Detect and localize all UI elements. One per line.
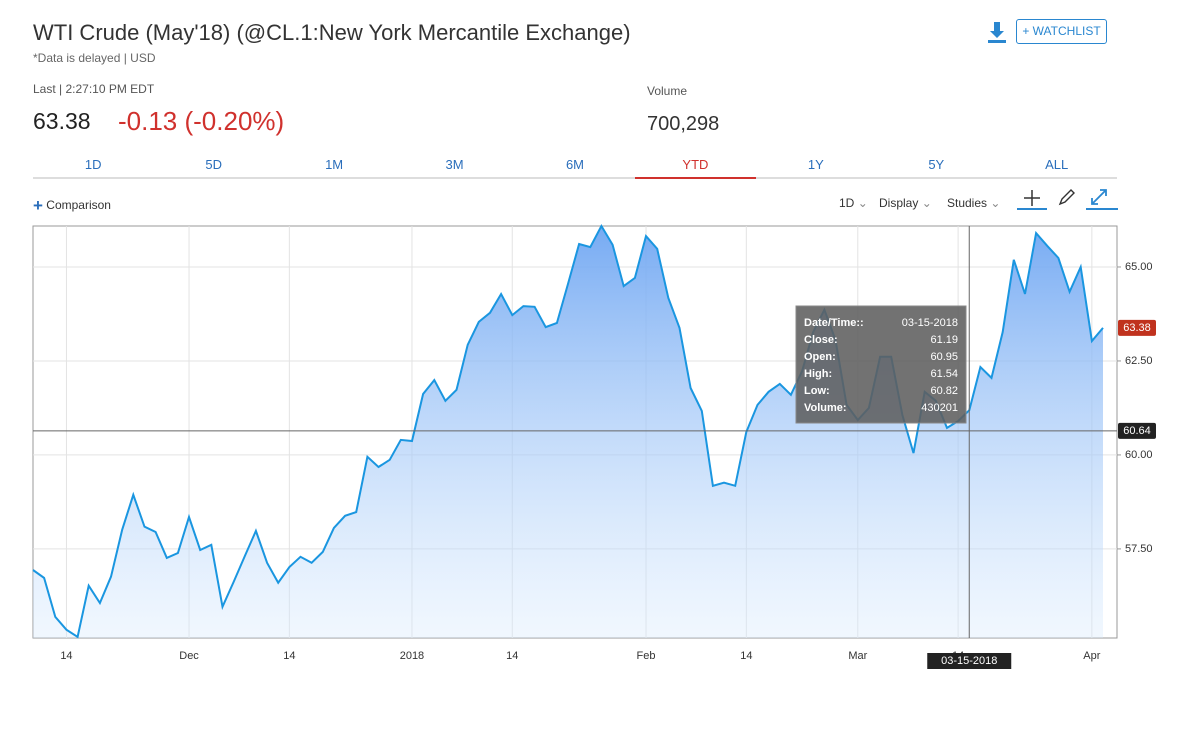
studies-label: Studies bbox=[947, 196, 988, 210]
expand-tool[interactable] bbox=[1086, 189, 1118, 210]
tooltip-value: 60.82 bbox=[930, 385, 958, 397]
tooltip-key: High: bbox=[804, 368, 832, 380]
underline bbox=[1017, 208, 1047, 210]
x-tick-label: 2018 bbox=[400, 650, 424, 662]
icon-shape bbox=[990, 22, 1004, 38]
x-tick-label: Mar bbox=[848, 650, 867, 662]
interval-menu[interactable]: 1D ⌄ bbox=[839, 196, 868, 210]
studies-menu[interactable]: Studies ⌄ bbox=[947, 196, 1000, 210]
range-tab[interactable]: 6M bbox=[565, 157, 584, 172]
range-tab[interactable]: 1Y bbox=[807, 157, 824, 172]
volume: 700,298 bbox=[647, 113, 720, 135]
tooltip-value: 03-15-2018 bbox=[902, 317, 958, 329]
y-tick-label: 65.00 bbox=[1125, 261, 1153, 273]
crosshair-tag bbox=[1118, 422, 1156, 439]
icon-shape bbox=[1024, 190, 1040, 206]
last-tag bbox=[1118, 319, 1156, 336]
title: WTI Crude (May'18) (@CL.1:New York Merca… bbox=[33, 20, 631, 45]
x-tick-label: Dec bbox=[179, 650, 199, 662]
range-tabs: 1D 5D 1M 3M 6M YTD 1Y 5Y ALL bbox=[33, 152, 1117, 179]
range-tab[interactable]: 5D bbox=[205, 157, 222, 172]
y-tick-label: 62.50 bbox=[1125, 355, 1153, 367]
tooltip-key: Date/Time:: bbox=[804, 317, 864, 329]
crosshair-date: 03-15-2018 bbox=[941, 655, 997, 667]
caret: ⌄ bbox=[857, 196, 868, 210]
last-label: Last | 2:27:10 PM EDT bbox=[33, 82, 155, 96]
last-price: 63.38 bbox=[33, 108, 91, 134]
crosshair-tool[interactable] bbox=[1017, 190, 1047, 210]
crosshair-value: 60.64 bbox=[1123, 425, 1151, 437]
icon-shape bbox=[1091, 189, 1107, 205]
watchlist-button[interactable]: + WATCHLIST bbox=[1016, 19, 1107, 44]
tool-icons bbox=[1017, 189, 1118, 210]
plus-icon: + bbox=[33, 196, 43, 215]
icon-shape bbox=[1058, 189, 1075, 206]
tooltip-key: Low: bbox=[804, 385, 830, 397]
caret: ⌄ bbox=[921, 196, 932, 210]
subtitle: *Data is delayed | USD bbox=[33, 51, 156, 65]
interval-label: 1D bbox=[839, 196, 855, 210]
range-tab[interactable]: 1D bbox=[84, 157, 102, 172]
range-tab[interactable]: 3M bbox=[445, 157, 464, 172]
display-menu[interactable]: Display ⌄ bbox=[879, 196, 932, 210]
tooltip-key: Volume: bbox=[804, 402, 847, 414]
draw-tool[interactable] bbox=[1058, 189, 1075, 206]
underline bbox=[1086, 208, 1118, 210]
caret: ⌄ bbox=[990, 196, 1001, 210]
tooltip-value: 61.19 bbox=[930, 334, 958, 346]
price-change: -0.13 (-0.20%) bbox=[118, 106, 285, 136]
y-tick-label: 57.50 bbox=[1125, 543, 1153, 555]
x-tick-label: Feb bbox=[637, 650, 656, 662]
range-tab[interactable]: 5Y bbox=[928, 157, 945, 172]
x-tick-label: 14 bbox=[60, 650, 72, 662]
tooltip-key: Close: bbox=[804, 334, 838, 346]
range-tab[interactable]: YTD bbox=[635, 152, 756, 179]
download-icon[interactable] bbox=[986, 20, 1008, 44]
display-label: Display bbox=[879, 196, 919, 210]
date-tag bbox=[927, 653, 1012, 669]
area-fill bbox=[33, 226, 1103, 638]
tooltip-box bbox=[795, 305, 967, 424]
x-tick-label: 14 bbox=[740, 650, 752, 662]
x-tick-label: 14 bbox=[283, 650, 295, 662]
range-tab[interactable]: ALL bbox=[1045, 157, 1069, 172]
comparison-button[interactable]: + Comparison bbox=[33, 196, 111, 216]
last-value: 63.38 bbox=[1123, 322, 1151, 334]
comparison-label: Comparison bbox=[46, 198, 111, 212]
range-tab[interactable]: 1M bbox=[325, 157, 344, 172]
tooltip-key: Open: bbox=[804, 351, 836, 363]
y-tick-label: 60.00 bbox=[1125, 449, 1153, 461]
x-tick-label: 14 bbox=[506, 650, 518, 662]
volume-label: Volume bbox=[647, 84, 688, 98]
tooltip-value: 61.54 bbox=[930, 368, 958, 380]
tooltip-value: 60.95 bbox=[930, 351, 958, 363]
x-tick-label: Apr bbox=[1083, 650, 1100, 662]
icon-shape bbox=[988, 40, 1006, 43]
tooltip-value: 430201 bbox=[921, 402, 958, 414]
